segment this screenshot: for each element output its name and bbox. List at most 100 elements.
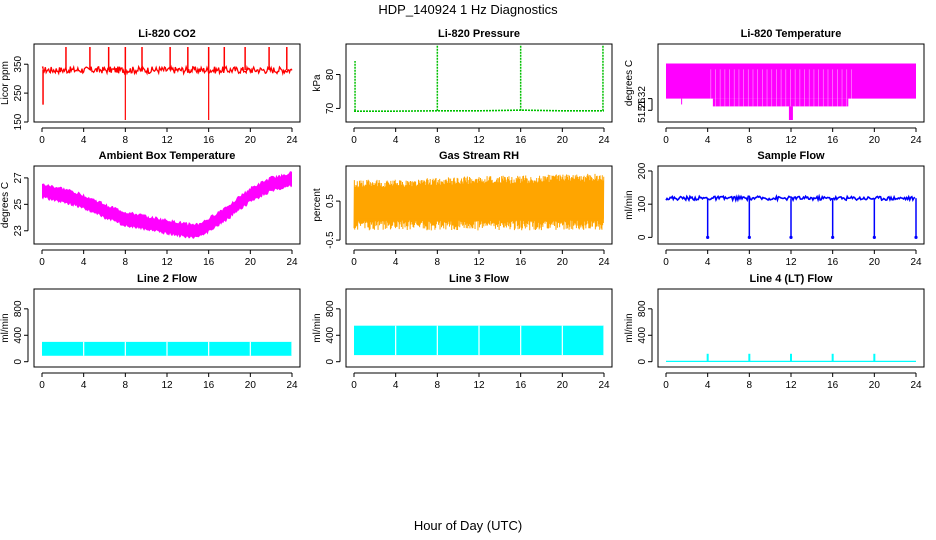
chart-panel-1: Li-820 CO2 Licor ppm 0 4 8 12 16 20 24 150 250 350 (0, 28, 301, 146)
plot-frame (33, 288, 301, 368)
x-axis: 0 4 8 12 16 20 24 (39, 249, 298, 268)
y-tick-label: 250 (13, 84, 24, 101)
y-axis-label: ml/min (624, 313, 635, 342)
y-tick-label: 100 (637, 195, 648, 212)
y-tick-label: 0 (325, 358, 336, 364)
figure-title: HDP_140924 1 Hz Diagnostics (378, 2, 558, 17)
y-tick-label: -0.5 (325, 231, 336, 249)
y-tick-label: 0 (637, 358, 648, 364)
chart-title: Ambient Box Temperature (99, 150, 236, 162)
x-tick-label: 20 (245, 380, 257, 391)
x-tick-label: 12 (785, 380, 797, 391)
x-tick-label: 16 (203, 135, 215, 146)
chart-title: Sample Flow (757, 150, 825, 162)
y-axis: 0 400 800 (325, 300, 341, 364)
chart-title: Line 4 (LT) Flow (750, 273, 833, 285)
y-axis-label: kPa (312, 74, 323, 92)
x-tick-label: 4 (705, 380, 711, 391)
x-tick-label: 0 (39, 135, 45, 146)
chart-panel-7: Line 2 Flow ml/min 0 4 8 12 16 20 24 0 400 800 (0, 273, 301, 391)
x-tick-label: 8 (747, 257, 753, 268)
x-tick-label: 0 (351, 135, 357, 146)
x-tick-label: 12 (785, 257, 797, 268)
x-tick-label: 20 (557, 257, 569, 268)
chart-panel-8: Line 3 Flow ml/min 0 4 8 12 16 20 24 0 400 800 (312, 273, 613, 391)
x-tick-label: 24 (910, 380, 922, 391)
y-tick-label: 51.32 (637, 86, 648, 111)
x-tick-label: 16 (827, 257, 839, 268)
data-series (42, 341, 293, 356)
x-tick-label: 16 (827, 380, 839, 391)
x-tick-label: 0 (351, 257, 357, 268)
x-axis: 0 4 8 12 16 20 24 (351, 249, 610, 268)
x-tick-label: 0 (351, 380, 357, 391)
chart-panel-9: Line 4 (LT) Flow ml/min 0 4 8 12 16 20 24 0 400 800 (624, 273, 925, 391)
x-tick-label: 8 (435, 257, 441, 268)
data-series (354, 45, 604, 112)
x-tick-label: 16 (515, 257, 527, 268)
x-axis: 0 4 8 12 16 20 24 (351, 372, 610, 391)
plot-frame (33, 43, 301, 123)
x-tick-label: 4 (393, 257, 399, 268)
y-tick-label: 800 (637, 300, 648, 317)
y-tick-label: 200 (637, 162, 648, 179)
y-tick-label: 0.5 (325, 194, 336, 208)
x-tick-label: 20 (557, 380, 569, 391)
x-tick-label: 0 (39, 380, 45, 391)
x-tick-label: 0 (663, 135, 669, 146)
chart-title: Li-820 Temperature (741, 28, 842, 40)
chart-panel-5: Gas Stream RH percent 0 4 8 12 16 20 24 -0.5 0.5 (312, 150, 613, 268)
y-axis-label: degrees C (624, 60, 635, 106)
x-tick-label: 12 (473, 135, 485, 146)
x-axis: 0 4 8 12 16 20 24 (39, 127, 298, 146)
x-tick-label: 12 (473, 380, 485, 391)
plot-frame (345, 165, 613, 245)
sample-flow-dip-point (747, 235, 751, 239)
chart-panel-2: Li-820 Pressure kPa 0 4 8 12 16 20 24 70 80 (312, 28, 613, 146)
x-tick-label: 4 (705, 135, 711, 146)
y-tick-label: 400 (13, 326, 24, 343)
data-series (353, 173, 605, 231)
chart-panel-6: Sample Flow ml/min 0 4 8 12 16 20 24 0 100 200 (624, 150, 925, 268)
x-tick-label: 16 (827, 135, 839, 146)
x-axis: 0 4 8 12 16 20 24 (351, 127, 610, 146)
x-tick-label: 8 (123, 257, 129, 268)
temp-low-excursion (788, 106, 793, 120)
y-axis: 150 250 350 (13, 55, 29, 130)
rh-band (354, 189, 604, 219)
data-series (665, 193, 918, 239)
y-tick-label: 70 (325, 102, 336, 114)
x-tick-label: 24 (598, 135, 610, 146)
x-tick-label: 16 (203, 257, 215, 268)
ambient-band (42, 171, 292, 239)
x-axis: 0 4 8 12 16 20 24 (663, 127, 922, 146)
x-tick-label: 8 (747, 135, 753, 146)
x-tick-label: 24 (598, 257, 610, 268)
x-tick-label: 12 (161, 257, 173, 268)
sample-flow-dip-point (706, 235, 710, 239)
sample-flow-dip-point (789, 235, 793, 239)
chart-title: Line 2 Flow (137, 273, 197, 285)
data-series (666, 63, 916, 120)
x-tick-label: 20 (869, 257, 881, 268)
data-series (42, 171, 292, 239)
plot-frame (33, 165, 301, 245)
x-axis: 0 4 8 12 16 20 24 (663, 249, 922, 268)
x-axis: 0 4 8 12 16 20 24 (663, 372, 922, 391)
x-tick-label: 4 (81, 257, 87, 268)
y-axis-label: ml/min (312, 313, 323, 342)
chart-title: Gas Stream RH (439, 150, 519, 162)
y-tick-label: 150 (13, 113, 24, 130)
x-tick-label: 24 (910, 135, 922, 146)
figure-xlabel: Hour of Day (UTC) (413, 518, 523, 533)
x-tick-label: 4 (81, 135, 87, 146)
plot-frame (657, 43, 925, 123)
plot-frame (345, 43, 613, 123)
y-tick-label: 27 (13, 172, 24, 184)
y-axis: 0 100 200 (637, 162, 653, 240)
x-tick-label: 4 (393, 380, 399, 391)
chart-panel-3: Li-820 Temperature degrees C 0 4 8 12 16 20 24 51… (624, 28, 925, 146)
y-axis: 0 400 800 (637, 300, 653, 364)
